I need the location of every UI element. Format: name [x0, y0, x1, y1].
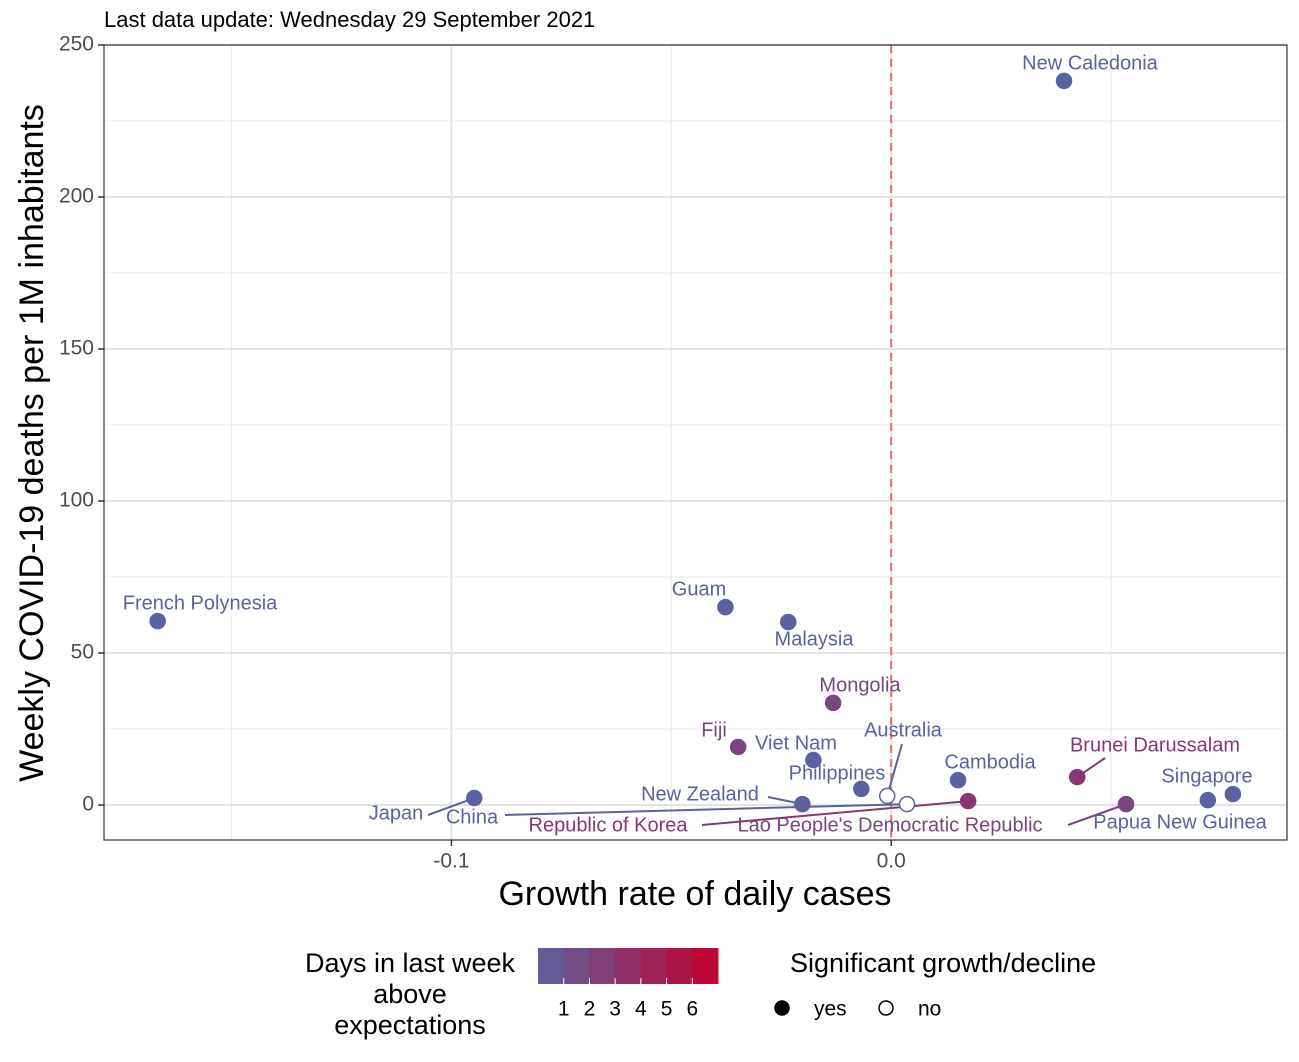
x-tick-label: -0.1: [433, 850, 469, 873]
x-axis-title: Growth rate of daily cases: [498, 875, 891, 913]
point: [853, 780, 870, 798]
point-label: Brunei Darussalam: [1070, 734, 1240, 756]
point: [466, 789, 483, 807]
color-swatch: [563, 948, 590, 984]
color-tick-label: 1: [558, 998, 570, 1021]
color-swatch: [692, 948, 719, 984]
point-label: Guam: [672, 578, 726, 600]
point-label: Japan: [369, 802, 424, 824]
leader-line: [1067, 803, 1127, 826]
point: [780, 613, 797, 631]
point-label: Malaysia: [775, 628, 855, 650]
point-label: Cambodia: [944, 751, 1036, 773]
point-label: Australia: [864, 719, 943, 741]
leader-line: [701, 800, 969, 826]
shape-legend-label: yes: [814, 998, 847, 1021]
point: [1224, 785, 1242, 803]
leader-line: [504, 803, 908, 816]
y-axis-title: Weekly COVID-19 deaths per 1M inhabitant…: [13, 104, 51, 782]
color-tick-label: 6: [686, 998, 698, 1021]
color-legend-title: above: [373, 979, 447, 1009]
point: [149, 612, 166, 630]
plot-border: [103, 44, 1288, 841]
color-legend-title: Days in last week: [305, 948, 516, 978]
color-swatch: [538, 948, 565, 984]
point: [949, 771, 967, 789]
shape-legend-key: [878, 1000, 894, 1016]
y-tick-label: 50: [71, 641, 94, 664]
point: [1117, 795, 1135, 813]
point-label: Fiji: [701, 719, 727, 741]
color-swatch: [666, 948, 693, 984]
point-label: Philippines: [789, 762, 886, 784]
point-label: New Zealand: [641, 783, 759, 805]
point: [717, 598, 734, 616]
point: [898, 795, 916, 813]
x-tick-label: 0.0: [877, 850, 906, 873]
point: [794, 795, 811, 813]
point-label: Viet Nam: [755, 732, 837, 754]
point: [1055, 72, 1073, 90]
point: [1068, 768, 1086, 786]
y-tick-label: 250: [59, 33, 94, 56]
leader-line: [886, 743, 903, 797]
color-tick-label: 2: [584, 998, 596, 1021]
point-label: Singapore: [1161, 765, 1252, 787]
point: [959, 792, 977, 810]
color-tick-label: 4: [635, 998, 647, 1021]
color-tick-label: 3: [609, 998, 621, 1021]
color-tick-label: 5: [661, 998, 673, 1021]
y-tick-label: 200: [59, 185, 94, 208]
y-tick-label: 0: [82, 793, 94, 816]
point: [1199, 791, 1217, 809]
y-tick-label: 150: [59, 337, 94, 360]
shape-legend-title: Significant growth/decline: [790, 948, 1096, 978]
point-label: Papua New Guinea: [1093, 811, 1267, 833]
color-legend-title: expectations: [334, 1010, 486, 1040]
point: [805, 751, 822, 769]
color-swatch: [589, 948, 616, 984]
point-label: Republic of Korea: [529, 814, 689, 836]
point: [729, 738, 747, 756]
point-label: China: [446, 806, 499, 828]
shape-legend-label: no: [918, 998, 941, 1021]
point-label: New Caledonia: [1022, 52, 1159, 74]
color-swatch: [615, 948, 642, 984]
point: [824, 694, 842, 712]
point: [878, 787, 896, 805]
point-label: Lao People's Democratic Republic: [737, 814, 1042, 836]
y-tick-label: 100: [59, 489, 94, 512]
color-swatch: [640, 948, 668, 984]
chart-title: Last data update: Wednesday 29 September…: [104, 7, 595, 32]
shape-legend-key: [774, 1000, 790, 1016]
point-label: Mongolia: [819, 674, 901, 696]
point-label: French Polynesia: [123, 592, 278, 614]
